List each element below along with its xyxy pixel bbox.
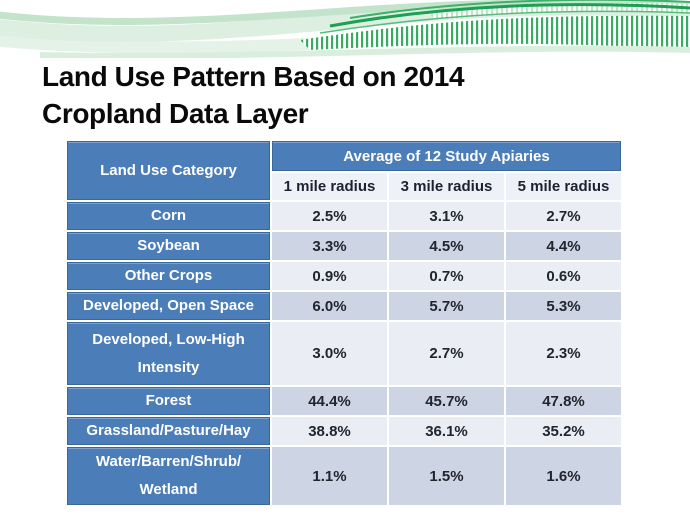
value-cell: 6.0% <box>272 292 387 320</box>
value-cell: 4.5% <box>389 232 504 260</box>
slide-title-line1: Land Use Pattern Based on 2014 <box>42 61 465 92</box>
value-cell: 47.8% <box>506 387 621 415</box>
value-cell: 1.1% <box>272 447 387 505</box>
value-cell: 3.3% <box>272 232 387 260</box>
value-cell: 0.6% <box>506 262 621 290</box>
value-cell: 1.5% <box>389 447 504 505</box>
value-cell: 3.0% <box>272 322 387 385</box>
value-cell: 44.4% <box>272 387 387 415</box>
value-cell: 0.7% <box>389 262 504 290</box>
column-header-3-mile-radius: 3 mile radius <box>389 173 504 200</box>
value-cell: 4.4% <box>506 232 621 260</box>
value-cell: 35.2% <box>506 417 621 445</box>
land-use-table: Land Use Category Average of 12 Study Ap… <box>67 141 621 505</box>
category-cell-water-barren-shrub-wetland: Water/Barren/Shrub/ Wetland <box>67 447 270 505</box>
column-header-1-mile-radius: 1 mile radius <box>272 173 387 200</box>
slide-title-line2: Cropland Data Layer <box>42 98 309 129</box>
column-header-5-mile-radius: 5 mile radius <box>506 173 621 200</box>
category-cell-other-crops: Other Crops <box>67 262 270 290</box>
value-cell: 2.5% <box>272 202 387 230</box>
slide-title: Land Use Pattern Based on 2014 Cropland … <box>42 58 465 132</box>
value-cell: 1.6% <box>506 447 621 505</box>
value-cell: 2.3% <box>506 322 621 385</box>
value-cell: 2.7% <box>506 202 621 230</box>
header-wave-decoration <box>0 0 690 58</box>
category-cell-developed-open-space: Developed, Open Space <box>67 292 270 320</box>
category-cell-corn: Corn <box>67 202 270 230</box>
value-cell: 5.7% <box>389 292 504 320</box>
category-cell-developed-low-high-intensity: Developed, Low-High Intensity <box>67 322 270 385</box>
category-cell-grassland-pasture-hay: Grassland/Pasture/Hay <box>67 417 270 445</box>
value-cell: 2.7% <box>389 322 504 385</box>
table-corner-header: Land Use Category <box>67 141 270 200</box>
table-group-header: Average of 12 Study Apiaries <box>272 141 621 171</box>
value-cell: 5.3% <box>506 292 621 320</box>
value-cell: 3.1% <box>389 202 504 230</box>
category-cell-soybean: Soybean <box>67 232 270 260</box>
value-cell: 0.9% <box>272 262 387 290</box>
value-cell: 45.7% <box>389 387 504 415</box>
value-cell: 38.8% <box>272 417 387 445</box>
value-cell: 36.1% <box>389 417 504 445</box>
category-cell-forest: Forest <box>67 387 270 415</box>
